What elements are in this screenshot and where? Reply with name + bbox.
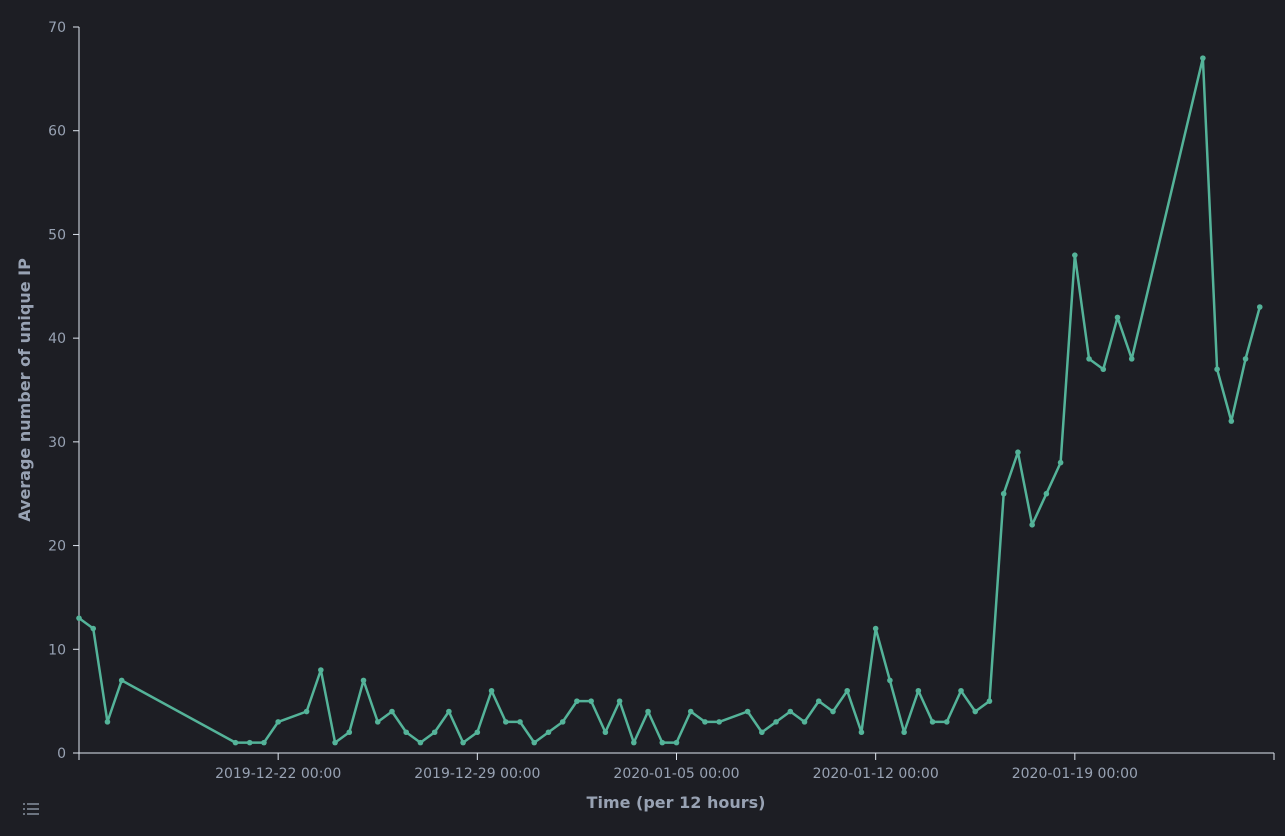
x-tick-label: 2020-01-12 00:00 [813,766,939,782]
data-point [872,625,879,632]
data-point [559,719,566,725]
x-axis-title: Time (per 12 hours) [587,793,766,812]
data-point [389,708,395,715]
data-point [588,698,594,704]
data-point [702,719,708,725]
data-point [787,708,794,715]
data-point [232,739,239,746]
data-point [986,698,993,704]
data-point [815,698,822,704]
data-point [246,739,253,746]
data-point [1000,490,1007,497]
data-point [318,667,324,673]
data-point [261,739,267,746]
data-point [687,708,694,715]
data-point [417,739,424,746]
data-point [659,739,666,746]
data-point [929,719,936,725]
data-point [332,739,338,746]
data-point [972,708,979,715]
data-point [1242,356,1249,362]
data-point [801,719,808,725]
data-point [76,615,82,621]
data-point [1214,366,1220,373]
data-point [1057,459,1064,466]
data-point [631,739,637,746]
data-point [602,729,609,736]
data-point [773,719,779,725]
data-point [446,708,452,715]
data-point [1015,449,1021,456]
x-tick-label: 2020-01-19 00:00 [1012,766,1138,782]
data-point [517,719,523,725]
y-tick-label: 50 [48,227,66,243]
x-tick-label: 2019-12-22 00:00 [215,766,341,782]
data-point [90,625,97,632]
data-point [104,719,111,725]
data-point [887,677,893,684]
y-tick-label: 60 [48,124,66,140]
series-line [78,56,1261,744]
y-tick-label: 10 [48,642,66,658]
data-point [1043,490,1050,497]
data-point [1029,522,1035,528]
data-point [1256,304,1263,310]
y-tick-label: 30 [48,435,66,451]
data-point [744,708,751,715]
data-point [545,729,552,736]
data-point [958,687,964,694]
x-tick-label: 2019-12-29 00:00 [414,766,540,782]
y-axis-title: Average number of unique IP [15,258,34,522]
data-point [360,677,367,684]
data-point [844,687,851,694]
data-point [1072,252,1078,258]
data-point [915,687,922,694]
data-point [901,729,907,736]
data-point [403,729,410,736]
data-point [1086,356,1092,362]
y-tick-label: 20 [48,539,66,555]
data-point [431,729,438,736]
data-point [830,708,836,715]
data-point [1228,418,1235,424]
data-point [346,729,353,736]
data-point [531,739,538,746]
legend-toggle[interactable] [23,803,39,815]
data-point [488,687,495,694]
data-point [374,719,381,725]
data-point [574,698,580,704]
data-point [673,739,680,746]
data-point [645,708,651,715]
data-point [474,729,481,736]
data-point [1200,55,1206,61]
data-point [616,698,623,704]
data-point [1114,314,1121,321]
data-point [1128,356,1135,362]
x-tick-label: 2020-01-05 00:00 [613,766,739,782]
y-tick-label: 40 [48,331,66,347]
data-point [943,719,950,725]
data-point [716,719,722,725]
data-point [303,708,310,715]
data-point [1100,366,1107,373]
data-point [275,719,281,725]
data-point [118,677,125,684]
data-point [759,729,765,736]
y-tick-label: 70 [48,20,66,36]
data-point [858,729,865,736]
data-point [502,719,509,725]
data-point [460,739,466,746]
y-tick-label: 0 [57,746,66,762]
